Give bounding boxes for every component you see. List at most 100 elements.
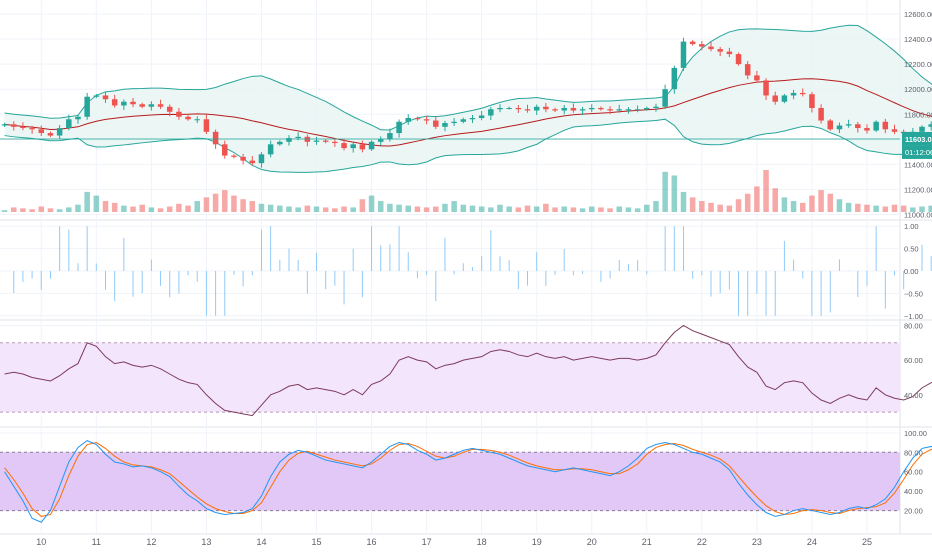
candle[interactable]	[873, 120, 879, 133]
candle-body[interactable]	[212, 131, 219, 145]
candle[interactable]	[396, 119, 402, 138]
candle-body[interactable]	[845, 124, 852, 126]
candle-body[interactable]	[451, 121, 457, 124]
candle-body[interactable]	[29, 128, 35, 130]
candle-body[interactable]	[203, 119, 210, 132]
candle-body[interactable]	[579, 109, 586, 111]
candle-body[interactable]	[781, 95, 788, 102]
candle[interactable]	[11, 121, 17, 131]
candle-body[interactable]	[882, 121, 889, 130]
candle[interactable]	[176, 107, 182, 120]
candle-body[interactable]	[543, 106, 549, 110]
candle-body[interactable]	[102, 95, 109, 100]
candle-body[interactable]	[38, 129, 45, 134]
candle[interactable]	[579, 106, 586, 116]
candle[interactable]	[790, 89, 797, 100]
candle-body[interactable]	[377, 139, 384, 142]
candle-body[interactable]	[121, 101, 127, 106]
candle[interactable]	[157, 99, 164, 109]
candle-body[interactable]	[873, 121, 879, 131]
candle-body[interactable]	[130, 101, 136, 105]
candle[interactable]	[56, 125, 63, 140]
candle-body[interactable]	[56, 128, 63, 136]
candle[interactable]	[928, 121, 932, 131]
candle[interactable]	[185, 115, 191, 121]
candle-body[interactable]	[763, 80, 769, 96]
candle[interactable]	[717, 46, 723, 57]
candle[interactable]	[84, 92, 90, 120]
candle[interactable]	[533, 104, 540, 116]
candle[interactable]	[689, 40, 696, 46]
candle[interactable]	[166, 104, 173, 117]
candle[interactable]	[38, 125, 45, 137]
candle[interactable]	[763, 78, 769, 100]
candle-body[interactable]	[735, 54, 742, 65]
candle[interactable]	[277, 140, 283, 146]
candle[interactable]	[433, 116, 439, 130]
candle-body[interactable]	[818, 107, 824, 121]
candle[interactable]	[102, 92, 109, 103]
candle[interactable]	[240, 153, 246, 165]
candle-body[interactable]	[772, 95, 778, 102]
price-pane[interactable]	[0, 24, 932, 173]
candle[interactable]	[735, 52, 742, 66]
candle[interactable]	[20, 122, 26, 131]
candle[interactable]	[809, 91, 815, 113]
candle-body[interactable]	[423, 119, 430, 121]
candle-body[interactable]	[671, 67, 678, 90]
candle-body[interactable]	[75, 116, 81, 120]
candle-body[interactable]	[533, 106, 540, 111]
candle[interactable]	[497, 104, 503, 113]
candle-body[interactable]	[295, 136, 301, 139]
candle[interactable]	[855, 122, 861, 133]
candle[interactable]	[231, 154, 237, 159]
candle-body[interactable]	[497, 107, 503, 110]
candle-body[interactable]	[332, 141, 338, 144]
candle-body[interactable]	[561, 107, 567, 111]
candle[interactable]	[368, 140, 375, 151]
candle[interactable]	[442, 120, 448, 132]
candle[interactable]	[607, 106, 613, 115]
candle-body[interactable]	[928, 124, 932, 127]
candle[interactable]	[451, 118, 457, 127]
candle-body[interactable]	[607, 109, 613, 111]
candle[interactable]	[405, 114, 412, 125]
candle-body[interactable]	[433, 120, 439, 127]
candle[interactable]	[680, 37, 687, 71]
candle-body[interactable]	[855, 124, 861, 129]
candle-body[interactable]	[689, 41, 696, 45]
candle[interactable]	[827, 119, 834, 131]
candle-body[interactable]	[891, 129, 898, 132]
candle[interactable]	[754, 70, 760, 83]
candle-body[interactable]	[827, 120, 834, 130]
candle[interactable]	[653, 103, 659, 112]
candle-body[interactable]	[231, 155, 237, 157]
candle[interactable]	[744, 61, 751, 80]
candle[interactable]	[222, 140, 228, 159]
candle-body[interactable]	[460, 119, 467, 122]
candle[interactable]	[359, 140, 366, 153]
candle-body[interactable]	[616, 109, 623, 111]
candle[interactable]	[29, 125, 35, 134]
candle-body[interactable]	[139, 104, 145, 107]
stochastic-pane[interactable]	[0, 437, 932, 523]
candle-body[interactable]	[267, 144, 274, 155]
candle-body[interactable]	[111, 99, 118, 106]
candle[interactable]	[258, 152, 265, 168]
candle-body[interactable]	[469, 118, 476, 120]
candle[interactable]	[139, 102, 145, 109]
oscillator-pane[interactable]	[13, 226, 932, 316]
candle[interactable]	[616, 104, 623, 113]
candle[interactable]	[75, 114, 81, 124]
candle-body[interactable]	[166, 106, 173, 112]
candle[interactable]	[66, 114, 72, 131]
candle-body[interactable]	[222, 144, 228, 156]
candle-body[interactable]	[442, 123, 448, 127]
candle[interactable]	[708, 42, 714, 52]
candle-body[interactable]	[809, 94, 815, 108]
candle-body[interactable]	[570, 107, 577, 111]
candle[interactable]	[570, 103, 577, 113]
candle[interactable]	[726, 47, 733, 58]
